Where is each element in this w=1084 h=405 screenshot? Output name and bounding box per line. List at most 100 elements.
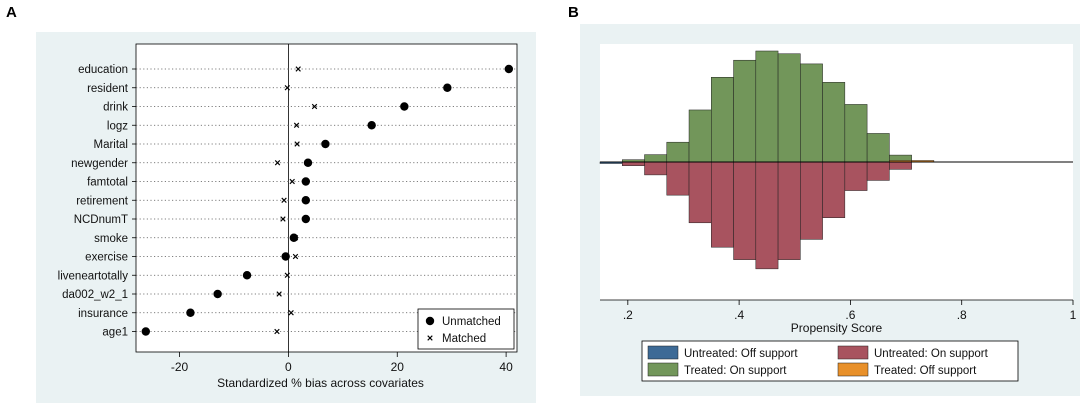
bar-untreated-on-support-0.59 <box>844 161 868 191</box>
legend-a <box>417 308 515 350</box>
unmatched-point-newgender <box>303 158 313 167</box>
x-tick-label-0: 0 <box>285 360 292 374</box>
matched-x-stroke <box>276 291 282 297</box>
matched-point-education <box>295 66 301 72</box>
y-label-da002_w2_1: da002_w2_1 <box>62 289 128 301</box>
matched-x-stroke <box>289 178 295 185</box>
bar-treated-on-support-0.47 <box>777 53 801 163</box>
x-tick-label-20: 20 <box>391 360 405 374</box>
bar-untreated-on-support-0.67 <box>889 161 912 170</box>
y-label-newgender: newgender <box>71 158 128 170</box>
matched-point-insurance <box>288 310 294 316</box>
y-label-NCDnumT: NCDnumT <box>74 214 128 226</box>
bar-untreated-on-support-0.43 <box>755 161 779 270</box>
bar-untreated-on-support-0.31 <box>688 161 712 224</box>
bar-untreated-on-support-0.55 <box>822 161 846 218</box>
matched-x-stroke <box>292 253 299 260</box>
legend-unmatched-label: Unmatched <box>442 316 501 328</box>
x-tick-label-40: 40 <box>499 360 513 374</box>
legend-swatch-0 <box>647 345 679 360</box>
bar-untreated-on-support-0.47 <box>777 161 801 260</box>
legend-label-1: Untreated: On support <box>874 348 989 360</box>
plot-area-a <box>135 43 518 353</box>
y-label-education: education <box>78 64 128 76</box>
y-label-resident: resident <box>87 83 129 95</box>
unmatched-point-smoke <box>289 233 299 242</box>
matched-point-newgender <box>274 160 281 166</box>
matched-x-stroke <box>294 141 300 147</box>
matched-x-stroke <box>288 310 294 316</box>
x-axis-title-b: Propensity Score <box>791 321 883 335</box>
matched-point-age1 <box>274 328 280 335</box>
matched-x-stroke <box>280 216 286 222</box>
legend-matched-label: Matched <box>442 333 486 345</box>
matched-x-stroke <box>293 122 300 128</box>
matched-point-da002_w2_1 <box>276 291 282 297</box>
matched-point-retirement <box>281 197 287 203</box>
bar-treated-on-support-0.27 <box>666 141 690 163</box>
matched-point-logz <box>293 122 300 128</box>
x-axis-title: Standardized % bias across covariates <box>217 376 424 390</box>
bar-treated-on-support-0.31 <box>688 109 712 163</box>
unmatched-point-famtotal <box>301 177 311 186</box>
legend-swatch-3 <box>837 362 869 377</box>
bar-untreated-on-support-0.27 <box>666 161 690 196</box>
unmatched-point-insurance <box>186 308 195 317</box>
y-label-logz: logz <box>107 120 128 132</box>
unmatched-point-exercise <box>281 252 290 261</box>
matched-x-stroke <box>284 85 291 91</box>
matched-point-NCDnumT <box>280 216 286 222</box>
bar-untreated-on-support-0.35 <box>711 161 734 248</box>
matched-x-stroke <box>281 197 287 203</box>
x-tick-label-b-0.6: .6 <box>845 308 855 322</box>
bar-treated-on-support-0.39 <box>733 59 757 163</box>
unmatched-point-NCDnumT <box>301 214 311 224</box>
matched-point-Marital <box>294 141 300 147</box>
matched-point-exercise <box>292 253 299 260</box>
bar-treated-on-support-0.59 <box>844 104 868 163</box>
legend-label-2: Treated: On support <box>684 365 787 377</box>
matched-point-resident <box>284 85 291 91</box>
unmatched-point-retirement <box>301 196 311 205</box>
unmatched-point-Marital <box>321 139 330 149</box>
y-label-famtotal: famtotal <box>87 177 128 189</box>
matched-point-famtotal <box>289 178 295 185</box>
x-tick-label--20: -20 <box>171 360 189 374</box>
legend-unmatched-marker <box>425 316 435 326</box>
x-tick-label-b-0.8: .8 <box>957 308 967 322</box>
bar-untreated-on-support-0.51 <box>800 161 823 240</box>
matched-x-stroke <box>295 66 301 72</box>
x-tick-label-b-0.4: .4 <box>734 308 744 322</box>
bar-untreated-on-support-0.19 <box>622 161 645 166</box>
unmatched-point-age1 <box>141 327 150 336</box>
unmatched-point-logz <box>367 121 376 130</box>
x-tick-label-b-1: 1 <box>1070 308 1077 322</box>
unmatched-point-da002_w2_1 <box>213 289 222 299</box>
unmatched-point-resident <box>443 83 452 92</box>
y-label-retirement: retirement <box>76 195 129 207</box>
matched-x-stroke <box>311 103 318 110</box>
y-label-liveneartotally: liveneartotally <box>58 270 129 282</box>
bar-treated-on-support-0.43 <box>755 50 779 163</box>
matched-x-stroke <box>274 160 281 166</box>
y-label-age1: age1 <box>102 327 128 339</box>
bar-untreated-on-support-0.23 <box>644 161 668 176</box>
bar-treated-on-support-0.55 <box>822 82 846 163</box>
panel-b-label: B <box>568 4 579 21</box>
y-label-exercise: exercise <box>85 252 128 264</box>
bar-untreated-on-support-0.63 <box>866 161 890 181</box>
legend-b <box>641 340 1019 382</box>
bar-treated-on-support-0.23 <box>644 154 668 163</box>
legend-label-3: Treated: Off support <box>874 365 977 377</box>
y-label-smoke: smoke <box>94 233 128 245</box>
legend-label-0: Untreated: Off support <box>684 348 798 360</box>
bar-untreated-on-support-0.39 <box>733 161 757 260</box>
legend-swatch-1 <box>837 345 869 360</box>
y-label-drink: drink <box>103 102 128 114</box>
unmatched-point-education <box>504 64 514 74</box>
bar-treated-on-support-0.51 <box>800 63 823 163</box>
bar-treated-on-support-0.35 <box>711 77 734 163</box>
unmatched-point-drink <box>400 102 409 111</box>
legend-matched-marker <box>427 335 433 341</box>
